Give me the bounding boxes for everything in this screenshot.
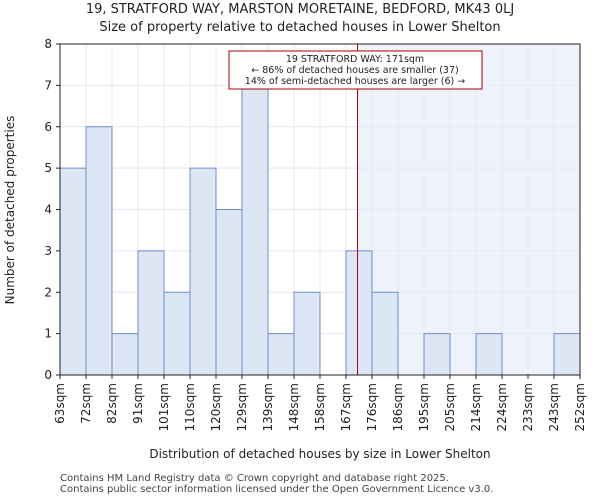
x-tick-label: 148sqm <box>287 383 301 431</box>
bar-72sqm <box>85 126 113 376</box>
x-axis-label: Distribution of detached houses by size … <box>149 447 490 461</box>
x-tick-label: 110sqm <box>183 383 197 431</box>
bar-139sqm <box>267 333 295 376</box>
x-tick-label: 205sqm <box>443 383 457 431</box>
bar-148sqm <box>293 291 321 376</box>
x-tick-label: 101sqm <box>157 383 171 431</box>
x-tick-label: 224sqm <box>495 383 509 431</box>
x-tick-label: 82sqm <box>105 383 119 424</box>
x-tick-label: 72sqm <box>79 383 93 424</box>
x-tick-label: 195sqm <box>417 383 431 431</box>
annotation-box <box>228 50 483 90</box>
bar-91sqm <box>137 250 165 376</box>
x-tick-label: 233sqm <box>521 383 535 431</box>
chart-subtitle: Size of property relative to detached ho… <box>99 20 501 35</box>
y-tick-label: 4 <box>44 203 52 217</box>
bar-176sqm <box>371 291 399 376</box>
x-tick-label: 139sqm <box>261 383 275 431</box>
x-tick-label: 176sqm <box>365 383 379 431</box>
x-tick-label: 129sqm <box>235 383 249 431</box>
bar-110sqm <box>189 167 217 376</box>
y-tick-label: 7 <box>44 78 52 92</box>
annotation-line-3: 14% of semi-detached houses are larger (… <box>245 76 465 87</box>
y-tick-label: 3 <box>44 244 52 258</box>
bar-63sqm <box>59 167 87 376</box>
x-tick-label: 243sqm <box>547 383 561 431</box>
bar-167sqm <box>345 250 373 376</box>
bar-120sqm <box>215 209 243 376</box>
bar-214sqm <box>475 333 503 376</box>
x-tick-label: 167sqm <box>339 383 353 431</box>
y-tick-label: 6 <box>44 120 52 134</box>
bar-129sqm <box>241 84 269 376</box>
y-tick-label: 0 <box>44 368 52 382</box>
bar-195sqm <box>423 333 451 376</box>
x-tick-label: 252sqm <box>573 383 587 431</box>
x-tick-label: 91sqm <box>131 383 145 424</box>
y-axis-label: Number of detached properties <box>3 116 17 305</box>
footer-copyright: Contains HM Land Registry data © Crown c… <box>60 473 449 484</box>
x-tick-label: 214sqm <box>469 383 483 431</box>
chart-title: 19, STRATFORD WAY, MARSTON MORETAINE, BE… <box>85 2 515 17</box>
y-tick-label: 1 <box>44 327 52 341</box>
x-tick-label: 158sqm <box>313 383 327 431</box>
x-tick-label: 120sqm <box>209 383 223 431</box>
annotation-line-2: ← 86% of detached houses are smaller (37… <box>251 65 458 76</box>
x-tick-label: 186sqm <box>391 383 405 431</box>
annotation-line-1: 19 STRATFORD WAY: 171sqm <box>286 54 424 65</box>
bar-243sqm <box>553 333 581 376</box>
bar-101sqm <box>163 291 191 376</box>
y-tick-label: 5 <box>44 161 52 175</box>
property-annotation: 19 STRATFORD WAY: 171sqm ← 86% of detach… <box>228 50 483 90</box>
bar-82sqm <box>111 333 139 376</box>
x-tick-label: 63sqm <box>53 383 67 424</box>
y-tick-label: 8 <box>44 37 52 51</box>
footer-licence: Contains public sector information licen… <box>60 484 494 495</box>
y-tick-label: 2 <box>44 285 52 299</box>
